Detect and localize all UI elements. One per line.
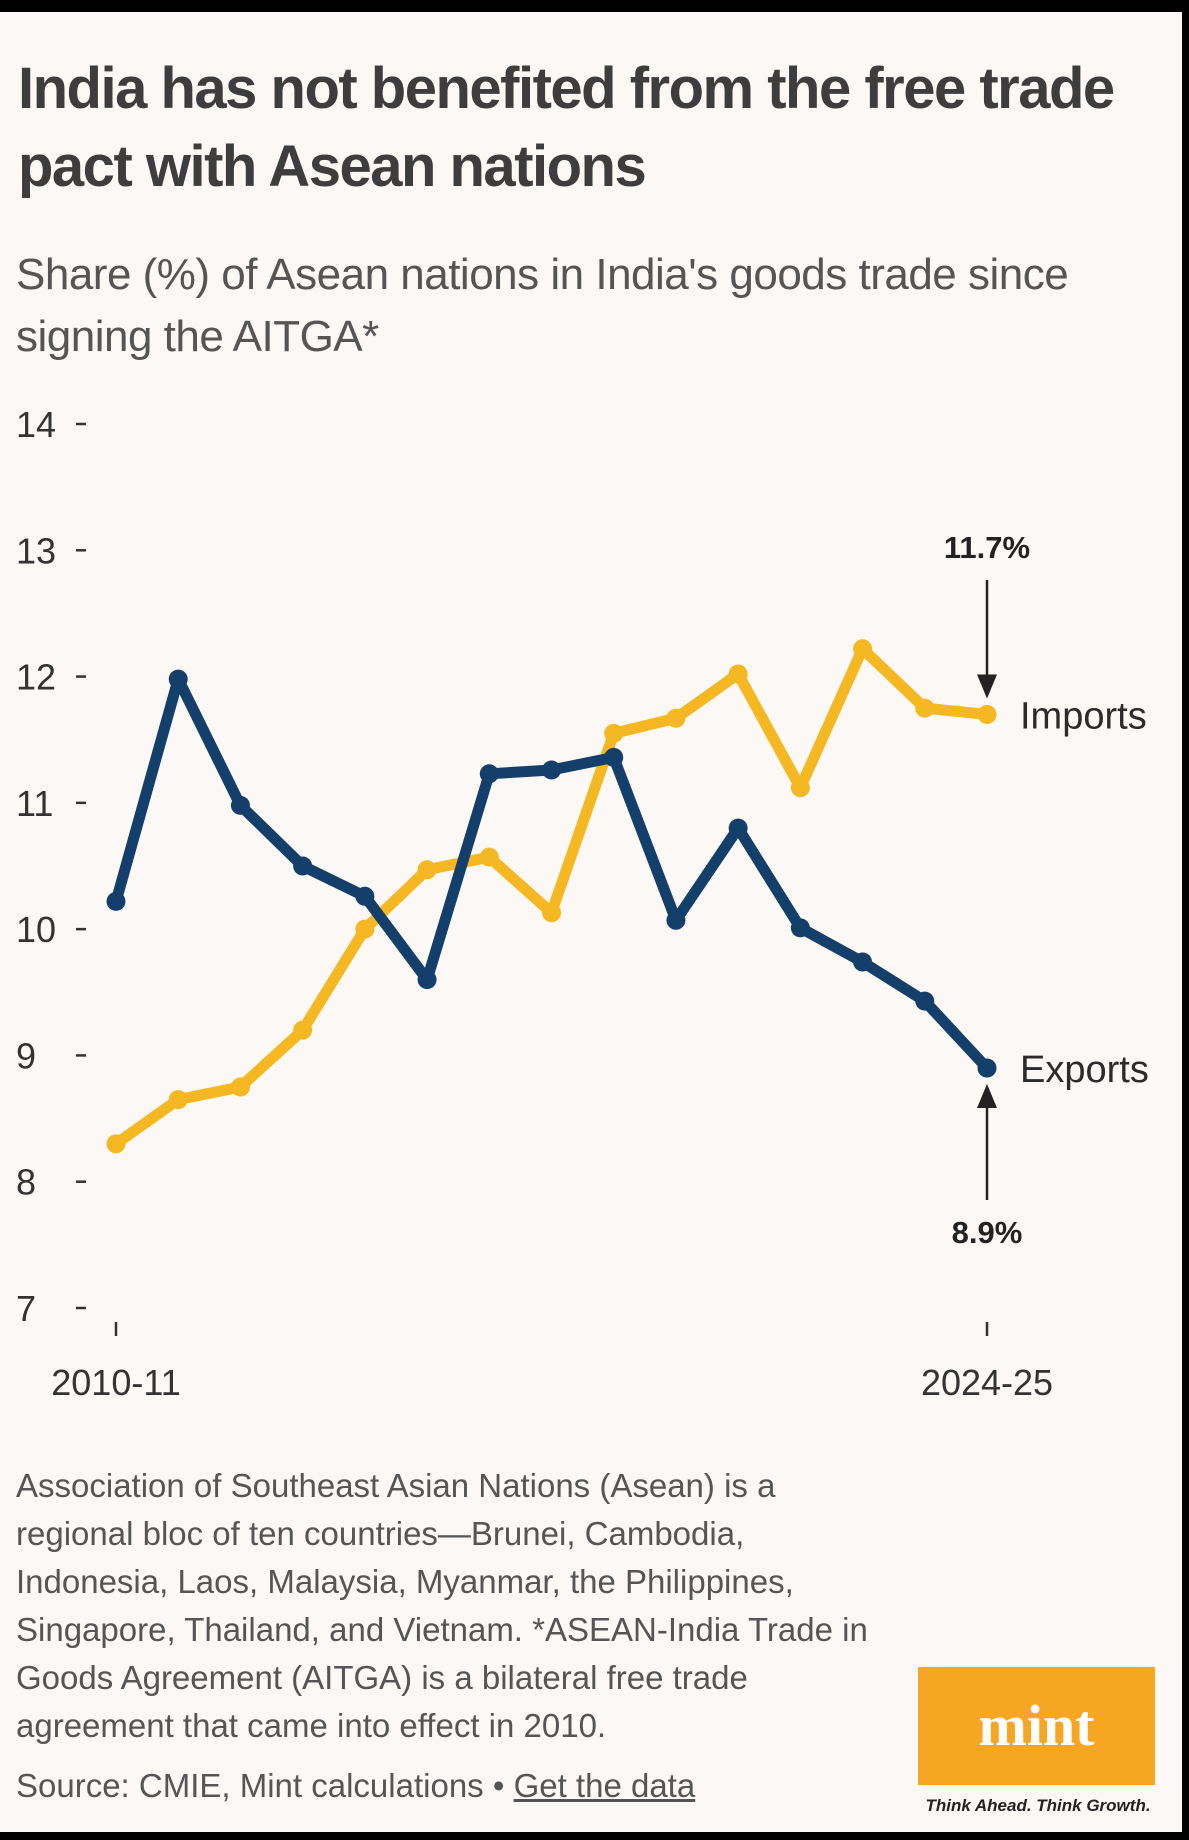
- y-tick-label: 12: [16, 657, 56, 698]
- logo-tagline: Think Ahead. Think Growth.: [925, 1796, 1151, 1815]
- get-the-data-link[interactable]: Get the data: [513, 1767, 696, 1804]
- data-point-exports: [666, 910, 686, 930]
- data-point-imports: [728, 664, 748, 684]
- data-point-imports: [230, 1077, 250, 1097]
- chart-card: India has not benefited from the free tr…: [0, 12, 1182, 1832]
- data-point-exports: [230, 795, 250, 815]
- annotation-imports-value: 11.7%: [944, 530, 1030, 565]
- annotation-exports-value: 8.9%: [952, 1215, 1023, 1250]
- y-tick-label: 8: [16, 1162, 36, 1203]
- line-chart: 7 8 9 10 11 12 13 14 2010-11 2024-25 Imports Export…: [16, 404, 1149, 1403]
- data-point-imports: [666, 708, 686, 728]
- series-line-imports: [110, 643, 993, 1150]
- footnote: Association of Southeast Asian Nations (…: [16, 1467, 868, 1744]
- data-point-exports: [479, 764, 499, 784]
- data-point-imports: [604, 723, 624, 743]
- data-point-imports: [106, 1134, 126, 1154]
- data-point-imports: [479, 847, 499, 867]
- data-point-exports: [106, 891, 126, 911]
- data-point-imports: [790, 778, 810, 798]
- data-point-imports: [542, 903, 561, 923]
- data-point-imports: [853, 639, 873, 659]
- data-point-exports: [355, 886, 375, 906]
- data-point-imports: [977, 704, 997, 724]
- data-point-exports: [728, 818, 748, 838]
- y-tick-label: 10: [16, 909, 56, 950]
- data-point-exports: [977, 1058, 997, 1078]
- data-point-exports: [293, 856, 313, 876]
- y-tick-label: 11: [16, 783, 53, 824]
- data-point-exports: [168, 669, 188, 689]
- x-tick-label: 2010-11: [51, 1362, 180, 1403]
- annotation-exports-arrowhead: [977, 1084, 997, 1109]
- data-point-imports: [293, 1020, 313, 1040]
- annotation-imports-arrowhead: [977, 674, 997, 699]
- source-text: Source: CMIE, Mint calculations •: [16, 1767, 505, 1804]
- y-tick-label: 7: [16, 1288, 36, 1329]
- data-point-exports: [604, 747, 624, 767]
- series-line-exports: [110, 673, 993, 1074]
- data-point-imports: [915, 698, 935, 718]
- data-point-exports: [542, 760, 561, 780]
- data-point-exports: [417, 970, 437, 990]
- x-tick-label: 2024-25: [921, 1362, 1053, 1403]
- y-tick-label: 9: [16, 1035, 36, 1076]
- data-point-exports: [853, 952, 873, 972]
- data-point-imports: [168, 1090, 188, 1110]
- y-tick-label: 13: [16, 530, 56, 571]
- series-label-imports: Imports: [1020, 695, 1147, 737]
- chart-title: India has not benefited from the free tr…: [18, 56, 1115, 199]
- series-label-exports: Exports: [1020, 1049, 1149, 1091]
- chart-subtitle: Share (%) of Asean nations in India's go…: [16, 250, 1069, 361]
- data-point-imports: [417, 860, 437, 880]
- data-point-exports: [790, 918, 810, 938]
- mint-logo: mint: [918, 1667, 1155, 1785]
- y-tick-label: 14: [16, 404, 56, 445]
- data-point-imports: [355, 919, 375, 939]
- source-line: Source: CMIE, Mint calculations • Get th…: [16, 1762, 896, 1810]
- data-point-exports: [915, 991, 935, 1011]
